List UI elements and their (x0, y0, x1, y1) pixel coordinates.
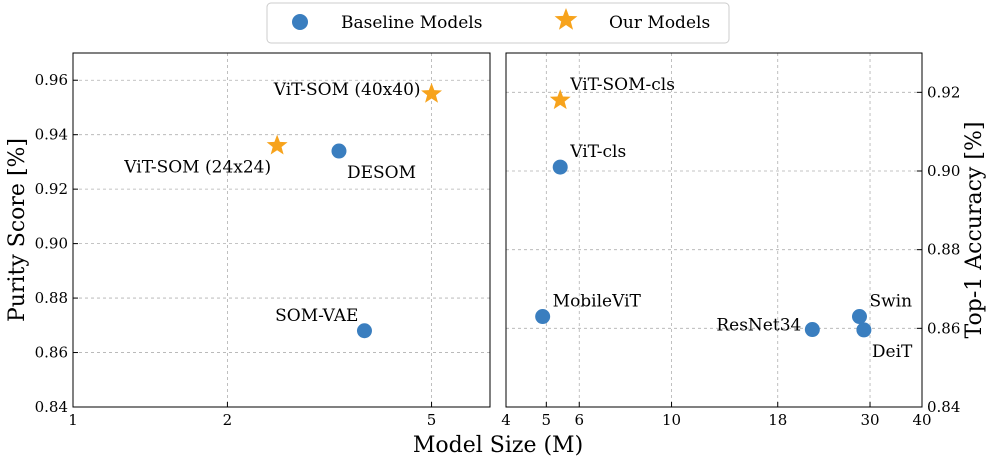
legend: Baseline Models Our Models (266, 2, 730, 44)
point-deit (856, 322, 872, 338)
left-gridlines (72, 53, 490, 408)
left-xtick-label: 2 (223, 411, 233, 429)
left-ytick-label: 0.96 (35, 71, 68, 89)
left-ytick-label: 0.88 (35, 289, 68, 307)
label-vit-som-40x40: ViT-SOM (40x40) (273, 80, 421, 100)
right-plot-frame (505, 52, 923, 408)
left-ytick-label: 0.86 (35, 344, 68, 362)
legend-baseline-marker (292, 14, 308, 30)
legend-ours-label: Our Models (609, 13, 710, 33)
left-xtick-label: 5 (427, 411, 437, 429)
right-xtick-label: 18 (768, 411, 787, 429)
label-vit-som-cls: ViT-SOM-cls (569, 75, 675, 95)
label-resnet34: ResNet34 (716, 316, 801, 336)
right-ylabel: Top-1 Accuracy [%] (962, 122, 987, 339)
left-points: DESOM SOM-VAE ViT-SOM (24x24) ViT-SOM (40x4… (123, 80, 443, 339)
right-xtick-label: 6 (574, 411, 584, 429)
shared-xlabel: Model Size (M) (413, 433, 583, 458)
left-ticks: 1 2 5 0.84 0.86 0.88 0.90 0.92 0.94 0.96 (35, 71, 437, 429)
legend-box (266, 2, 730, 44)
label-desom: DESOM (347, 163, 416, 183)
right-xtick-label: 10 (662, 411, 681, 429)
right-xtick-label: 40 (912, 411, 931, 429)
point-vit-som-40x40 (421, 82, 443, 103)
left-xtick-label: 1 (68, 411, 78, 429)
right-panel: 4 5 6 10 18 30 400.84 0.86 0.88 0.90 0.92 ViT-cls M… (501, 52, 987, 429)
label-som-vae: SOM-VAE (275, 306, 358, 326)
right-points: ViT-cls MobileViT ResNet34 Swin DeiT ViT-SOM-… (535, 75, 913, 362)
legend-baseline-label: Baseline Models (341, 13, 482, 33)
left-ytick-label: 0.94 (35, 126, 68, 144)
right-xtick-label: 4 (501, 411, 511, 429)
label-swin: Swin (869, 292, 912, 312)
point-som-vae (356, 323, 372, 339)
label-mobilevit: MobileViT (553, 292, 642, 312)
right-ytick-label: 0.86 (927, 319, 960, 337)
left-ytick-label: 0.84 (35, 398, 68, 416)
label-vit-cls: ViT-cls (569, 142, 626, 162)
right-ytick-label: 0.88 (927, 241, 960, 259)
point-desom (331, 143, 347, 159)
point-swin (851, 309, 867, 325)
point-resnet34 (804, 322, 820, 338)
left-panel: 1 2 5 0.84 0.86 0.88 0.90 0.92 0.94 0.96 DESOM SOM… (5, 52, 491, 429)
legend-ours-marker (554, 8, 578, 30)
left-ytick-label: 0.90 (35, 235, 68, 253)
point-vit-som-24x24 (266, 134, 288, 155)
right-ytick-label: 0.92 (927, 83, 960, 101)
label-deit: DeiT (872, 342, 913, 362)
right-ticks: 4 5 6 10 18 30 400.84 0.86 0.88 0.90 0.92 (501, 83, 960, 429)
right-ytick-label: 0.90 (927, 162, 960, 180)
left-ylabel: Purity Score [%] (5, 138, 30, 322)
point-vit-som-cls (549, 89, 571, 110)
point-vit-cls (552, 159, 568, 175)
point-mobilevit (535, 309, 551, 325)
right-xtick-label: 30 (860, 411, 879, 429)
left-ytick-label: 0.92 (35, 180, 68, 198)
left-plot-frame (72, 52, 491, 408)
right-xtick-label: 5 (542, 411, 552, 429)
right-ytick-label: 0.84 (927, 398, 960, 416)
label-vit-som-24x24: ViT-SOM (24x24) (123, 158, 271, 178)
right-gridlines (505, 53, 923, 408)
